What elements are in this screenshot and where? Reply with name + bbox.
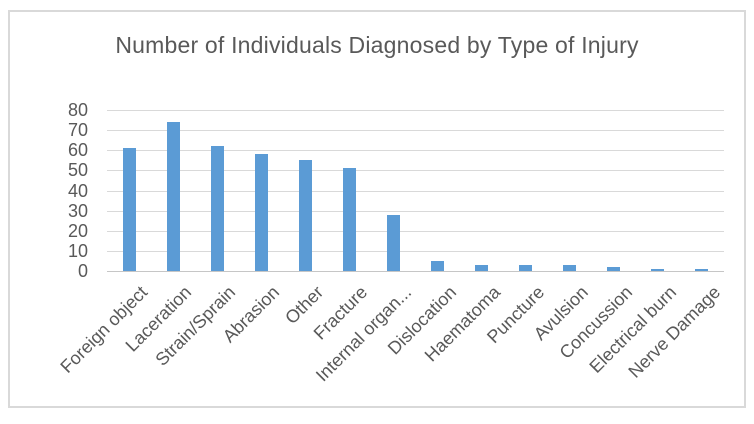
bar (386, 214, 400, 271)
y-tick-label: 50 (67, 160, 88, 181)
plot-area (107, 110, 724, 272)
gridline (107, 110, 724, 111)
bar (254, 154, 268, 271)
bar (651, 269, 665, 271)
bar (563, 264, 577, 271)
gridline (107, 170, 724, 172)
y-tick-label: 70 (67, 120, 88, 141)
gridline (107, 150, 724, 152)
x-axis-line (107, 271, 724, 272)
gridline (107, 210, 724, 212)
y-tick-label: 40 (67, 180, 88, 201)
bar (607, 266, 621, 271)
bar (122, 148, 136, 271)
y-tick-label: 10 (67, 240, 88, 261)
bar (166, 122, 180, 271)
bar (519, 264, 533, 271)
bar (431, 260, 445, 271)
y-tick-label: 60 (67, 140, 88, 161)
y-tick-label: 20 (67, 220, 88, 241)
chart-title: Number of Individuals Diagnosed by Type … (115, 32, 639, 58)
gridline (107, 250, 724, 252)
bar (342, 168, 356, 271)
y-tick-label: 0 (77, 261, 88, 281)
bar (695, 269, 709, 271)
gridline (107, 190, 724, 192)
bar (298, 160, 312, 271)
bar (475, 264, 489, 271)
y-tick-label: 30 (67, 200, 88, 221)
gridline (107, 230, 724, 232)
y-tick-label: 80 (67, 100, 88, 120)
gridline (107, 130, 724, 132)
bar (210, 146, 224, 271)
